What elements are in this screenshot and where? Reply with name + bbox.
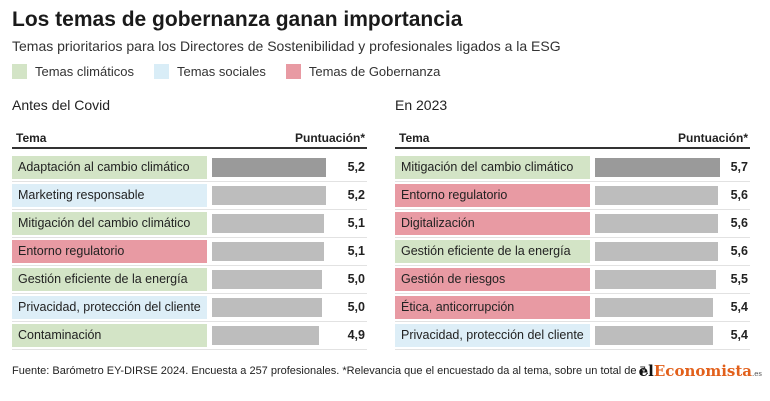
table-header: Tema Puntuación* [12, 127, 367, 149]
chart-title: Los temas de gobernanza ganan importanci… [12, 8, 463, 31]
legend-label-gobernanza: Temas de Gobernanza [308, 64, 441, 79]
table-row: Gestión eficiente de la energía 5,6 [395, 238, 750, 266]
category-label: Gestión eficiente de la energía [12, 268, 207, 291]
score-value: 5,1 [347, 244, 365, 258]
panel-antes-covid: Antes del Covid Tema Puntuación* Adaptac… [12, 95, 367, 350]
category-label: Entorno regulatorio [395, 184, 590, 207]
table-row: Digitalización 5,6 [395, 210, 750, 238]
score-value: 5,2 [347, 160, 365, 174]
score-bar [595, 326, 713, 345]
score-bar [212, 298, 322, 317]
score-value: 5,7 [730, 160, 748, 174]
table-row: Mitigación del cambio climático 5,1 [12, 210, 367, 238]
brand-part-3: .es [752, 370, 762, 378]
table-row: Gestión eficiente de la energía 5,0 [12, 266, 367, 294]
score-bar [595, 158, 720, 177]
category-label: Ética, anticorrupción [395, 296, 590, 319]
table-row: Ética, anticorrupción 5,4 [395, 294, 750, 322]
score-value: 5,6 [730, 188, 748, 202]
legend-item-climaticos: Temas climáticos [12, 64, 134, 79]
score-bar [212, 270, 322, 289]
table-row: Entorno regulatorio 5,6 [395, 182, 750, 210]
table-row: Privacidad, protección del cliente 5,4 [395, 322, 750, 350]
brand-part-1: el [638, 362, 654, 380]
category-label: Contaminación [12, 324, 207, 347]
legend-label-climaticos: Temas climáticos [35, 64, 134, 79]
score-bar [595, 298, 713, 317]
score-value: 5,6 [730, 244, 748, 258]
score-bar [212, 242, 324, 261]
legend-swatch-gobernanza [285, 64, 301, 79]
category-label: Gestión de riesgos [395, 268, 590, 291]
score-value: 5,6 [730, 216, 748, 230]
score-value: 5,2 [347, 188, 365, 202]
score-value: 5,4 [730, 300, 748, 314]
score-value: 5,4 [730, 328, 748, 342]
table-row: Marketing responsable 5,2 [12, 182, 367, 210]
score-bar [212, 186, 326, 205]
score-bar [212, 214, 324, 233]
category-label: Mitigación del cambio climático [395, 156, 590, 179]
brand-logo: elEconomista.es [639, 362, 762, 380]
score-bar [595, 242, 718, 261]
category-label: Gestión eficiente de la energía [395, 240, 590, 263]
score-value: 5,0 [347, 300, 365, 314]
table-row: Gestión de riesgos 5,5 [395, 266, 750, 294]
table-row: Contaminación 4,9 [12, 322, 367, 350]
category-label: Privacidad, protección del cliente [12, 296, 207, 319]
score-bar [595, 270, 716, 289]
legend-item-sociales: Temas sociales [153, 64, 266, 79]
panel-title: Antes del Covid [12, 97, 111, 113]
brand-part-2: Economista [653, 362, 753, 380]
category-label: Digitalización [395, 212, 590, 235]
table-row: Mitigación del cambio climático 5,7 [395, 154, 750, 182]
legend-swatch-climaticos [12, 64, 27, 79]
score-bar [595, 186, 718, 205]
header-tema: Tema [399, 131, 430, 145]
table-row: Adaptación al cambio climático 5,2 [12, 154, 367, 182]
header-tema: Tema [16, 131, 47, 145]
header-score: Puntuación* [677, 131, 748, 145]
legend-label-sociales: Temas sociales [176, 64, 266, 79]
score-bar [212, 326, 319, 345]
score-bar [595, 214, 718, 233]
category-label: Marketing responsable [12, 184, 207, 207]
bar-rows: Adaptación al cambio climático 5,2 Marketi… [12, 154, 367, 350]
category-label: Adaptación al cambio climático [12, 156, 207, 179]
category-label: Entorno regulatorio [12, 240, 207, 263]
table-header: Tema Puntuación* [395, 127, 750, 149]
score-bar [212, 158, 326, 177]
legend-swatch-sociales [153, 64, 169, 79]
header-score: Puntuación* [294, 131, 365, 145]
table-row: Entorno regulatorio 5,1 [12, 238, 367, 266]
score-value: 5,1 [347, 216, 365, 230]
score-value: 4,9 [347, 328, 365, 342]
category-label: Privacidad, protección del cliente [395, 324, 590, 347]
score-value: 5,0 [347, 272, 365, 286]
chart-subtitle: Temas prioritarios para los Directores d… [12, 38, 561, 54]
table-row: Privacidad, protección del cliente 5,0 [12, 294, 367, 322]
category-label: Mitigación del cambio climático [12, 212, 207, 235]
bar-rows: Mitigación del cambio climático 5,7 Entorn… [395, 154, 750, 350]
score-value: 5,5 [730, 272, 748, 286]
legend-item-gobernanza: Temas de Gobernanza [285, 64, 441, 79]
source-note: Fuente: Barómetro EY-DIRSE 2024. Encuest… [12, 365, 649, 377]
legend: Temas climáticos Temas sociales Temas de… [12, 64, 460, 79]
panel-2023: En 2023 Tema Puntuación* Mitigación del … [395, 95, 750, 350]
panel-title: En 2023 [395, 97, 448, 113]
